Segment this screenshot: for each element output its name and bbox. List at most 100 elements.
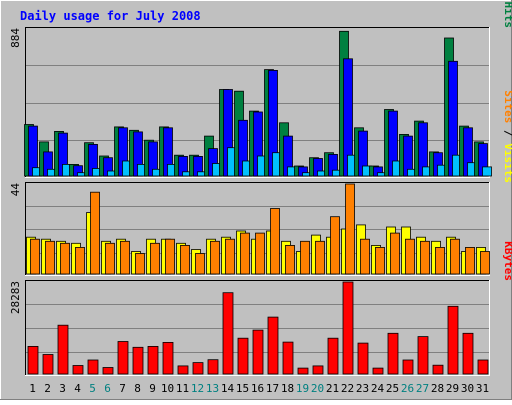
x-tick-label: 10 xyxy=(161,382,174,395)
bar-middle-sites-day-10 xyxy=(165,238,175,275)
x-tick-label: 31 xyxy=(476,382,489,395)
bar-bottom-kbytes-day-8 xyxy=(132,346,144,375)
bar-bottom-kbytes-day-2 xyxy=(42,354,54,375)
bar-middle-sites-day-24 xyxy=(375,246,385,275)
bar-bottom-kbytes-day-26 xyxy=(402,359,414,375)
bar-middle-sites-day-1 xyxy=(30,238,40,275)
bar-middle-sites-day-12 xyxy=(195,253,205,275)
y-max-label-middle: 44 xyxy=(9,183,22,197)
x-tick-label: 11 xyxy=(176,382,189,395)
bar-bottom-kbytes-day-28 xyxy=(432,364,444,375)
legend-item: Visits xyxy=(502,143,512,183)
panel-bottom: 28283 KBytes xyxy=(9,241,512,376)
bar-bottom-kbytes-day-4 xyxy=(72,365,84,375)
bar-middle-sites-day-28 xyxy=(435,246,445,275)
bar-bottom-kbytes-day-10 xyxy=(162,341,174,375)
bar-middle-sites-day-6 xyxy=(105,242,115,275)
bar-bottom-kbytes-day-1 xyxy=(27,345,39,375)
x-tick-label: 22 xyxy=(341,382,354,395)
x-axis-labels: 1 2 3 4 5 6 7 8 9 10 11 12 13 14 15 16 17 18 19 20 21 22 23 24 2… xyxy=(29,382,489,395)
bar-bottom-kbytes-day-15 xyxy=(237,337,249,375)
bar-middle-sites-day-23 xyxy=(360,238,370,275)
chart-title: Daily usage for July 2008 xyxy=(20,9,201,23)
x-tick-label: 7 xyxy=(119,382,126,395)
bar-bottom-kbytes-day-21 xyxy=(327,337,339,375)
legend-bottom: KBytes xyxy=(502,241,512,281)
x-tick-label: 3 xyxy=(59,382,66,395)
bar-middle-sites-day-31 xyxy=(480,251,490,275)
bar-middle-sites-day-22 xyxy=(345,183,355,275)
x-tick-label: 17 xyxy=(266,382,279,395)
x-tick-label: 4 xyxy=(74,382,81,395)
bar-middle-sites-day-19 xyxy=(300,240,310,275)
bar-middle-sites-day-15 xyxy=(240,232,250,275)
x-tick-label: 25 xyxy=(386,382,399,395)
bar-middle-sites-day-4 xyxy=(75,246,85,275)
bar-bottom-kbytes-day-12 xyxy=(192,362,204,375)
y-max-label-bottom: 28283 xyxy=(9,281,22,314)
bar-middle-sites-day-26 xyxy=(405,238,415,275)
x-tick-label: 16 xyxy=(251,382,264,395)
bar-middle-sites-day-3 xyxy=(60,242,70,275)
x-tick-label: 1 xyxy=(29,382,36,395)
bar-middle-sites-day-18 xyxy=(285,244,295,275)
legend-middle: Sites / Visits xyxy=(502,90,512,183)
panel-middle: 44 Sites / Visits xyxy=(9,90,512,276)
bar-middle-sites-day-2 xyxy=(45,240,55,275)
bar-bottom-kbytes-day-11 xyxy=(177,365,189,375)
x-tick-label: 28 xyxy=(431,382,444,395)
legend-item: / xyxy=(502,123,512,143)
bar-bottom-kbytes-day-13 xyxy=(207,359,219,375)
x-tick-label: 9 xyxy=(149,382,156,395)
bar-bottom-kbytes-day-23 xyxy=(357,342,369,375)
bar-bottom-kbytes-day-3 xyxy=(57,324,69,375)
x-tick-label: 26 xyxy=(401,382,414,395)
bar-middle-sites-day-21 xyxy=(330,216,340,275)
bar-bottom-kbytes-day-14 xyxy=(222,292,234,375)
bar-bottom-kbytes-day-6 xyxy=(102,367,114,375)
bar-bottom-kbytes-day-19 xyxy=(297,367,309,375)
x-tick-label: 20 xyxy=(311,382,324,395)
bar-middle-sites-day-20 xyxy=(315,240,325,275)
bar-bottom-kbytes-day-7 xyxy=(117,341,129,375)
panels-group: 884 Pages / Files / Hits 44 Sites / Visits 2… xyxy=(9,0,512,376)
x-tick-label: 6 xyxy=(104,382,111,395)
x-tick-label: 2 xyxy=(44,382,51,395)
x-tick-label: 5 xyxy=(89,382,96,395)
x-tick-label: 19 xyxy=(296,382,309,395)
bar-middle-sites-day-13 xyxy=(210,240,220,275)
bar-bottom-kbytes-day-24 xyxy=(372,367,384,375)
bar-middle-sites-day-8 xyxy=(135,253,145,275)
bar-middle-sites-day-14 xyxy=(225,238,235,275)
bar-middle-sites-day-17 xyxy=(270,208,280,275)
bar-middle-sites-day-9 xyxy=(150,242,160,275)
x-tick-label: 21 xyxy=(326,382,339,395)
x-tick-label: 13 xyxy=(206,382,219,395)
x-tick-label: 18 xyxy=(281,382,294,395)
bar-middle-sites-day-5 xyxy=(90,191,100,275)
bar-middle-sites-day-25 xyxy=(390,232,400,275)
y-max-label-top: 884 xyxy=(9,28,22,48)
bar-bottom-kbytes-day-16 xyxy=(252,329,264,375)
bar-middle-sites-day-30 xyxy=(465,246,475,275)
bar-bottom-kbytes-day-18 xyxy=(282,341,294,375)
bar-middle-sites-day-27 xyxy=(420,240,430,275)
x-tick-label: 12 xyxy=(191,382,204,395)
x-tick-label: 15 xyxy=(236,382,249,395)
panel-top: 884 Pages / Files / Hits xyxy=(9,0,512,178)
bar-bottom-kbytes-day-22 xyxy=(342,281,354,375)
bar-bottom-kbytes-day-25 xyxy=(387,332,399,375)
bar-bottom-kbytes-day-27 xyxy=(417,336,429,375)
x-tick-label: 27 xyxy=(416,382,429,395)
bar-middle-sites-day-7 xyxy=(120,240,130,275)
bar-bottom-kbytes-day-31 xyxy=(477,359,489,375)
x-tick-label: 8 xyxy=(134,382,141,395)
legend-item: KBytes xyxy=(502,241,512,281)
x-tick-label: 29 xyxy=(446,382,459,395)
bar-bottom-kbytes-day-29 xyxy=(447,305,459,375)
x-tick-label: 30 xyxy=(461,382,474,395)
bar-middle-sites-day-29 xyxy=(450,238,460,275)
bar-top-pages-day-31 xyxy=(482,166,492,177)
